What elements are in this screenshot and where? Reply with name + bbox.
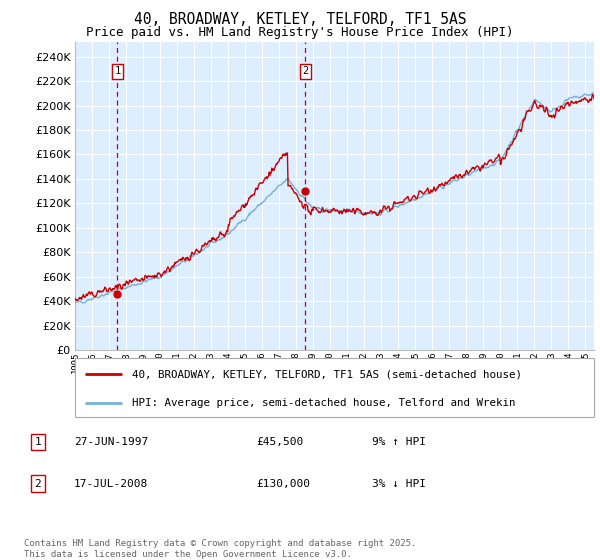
FancyBboxPatch shape [75,358,594,417]
Text: 9% ↑ HPI: 9% ↑ HPI [372,437,426,447]
Text: £45,500: £45,500 [256,437,303,447]
Text: HPI: Average price, semi-detached house, Telford and Wrekin: HPI: Average price, semi-detached house,… [132,398,515,408]
Text: Price paid vs. HM Land Registry's House Price Index (HPI): Price paid vs. HM Land Registry's House … [86,26,514,39]
Text: 1: 1 [114,66,121,76]
Text: 17-JUL-2008: 17-JUL-2008 [74,479,148,488]
Text: 1: 1 [34,437,41,447]
Text: 2: 2 [34,479,41,488]
Text: 40, BROADWAY, KETLEY, TELFORD, TF1 5AS (semi-detached house): 40, BROADWAY, KETLEY, TELFORD, TF1 5AS (… [132,369,522,379]
Text: 2: 2 [302,66,308,76]
Text: 3% ↓ HPI: 3% ↓ HPI [372,479,426,488]
Text: £130,000: £130,000 [256,479,310,488]
Text: 40, BROADWAY, KETLEY, TELFORD, TF1 5AS: 40, BROADWAY, KETLEY, TELFORD, TF1 5AS [134,12,466,27]
Text: 27-JUN-1997: 27-JUN-1997 [74,437,148,447]
Text: Contains HM Land Registry data © Crown copyright and database right 2025.
This d: Contains HM Land Registry data © Crown c… [24,539,416,559]
